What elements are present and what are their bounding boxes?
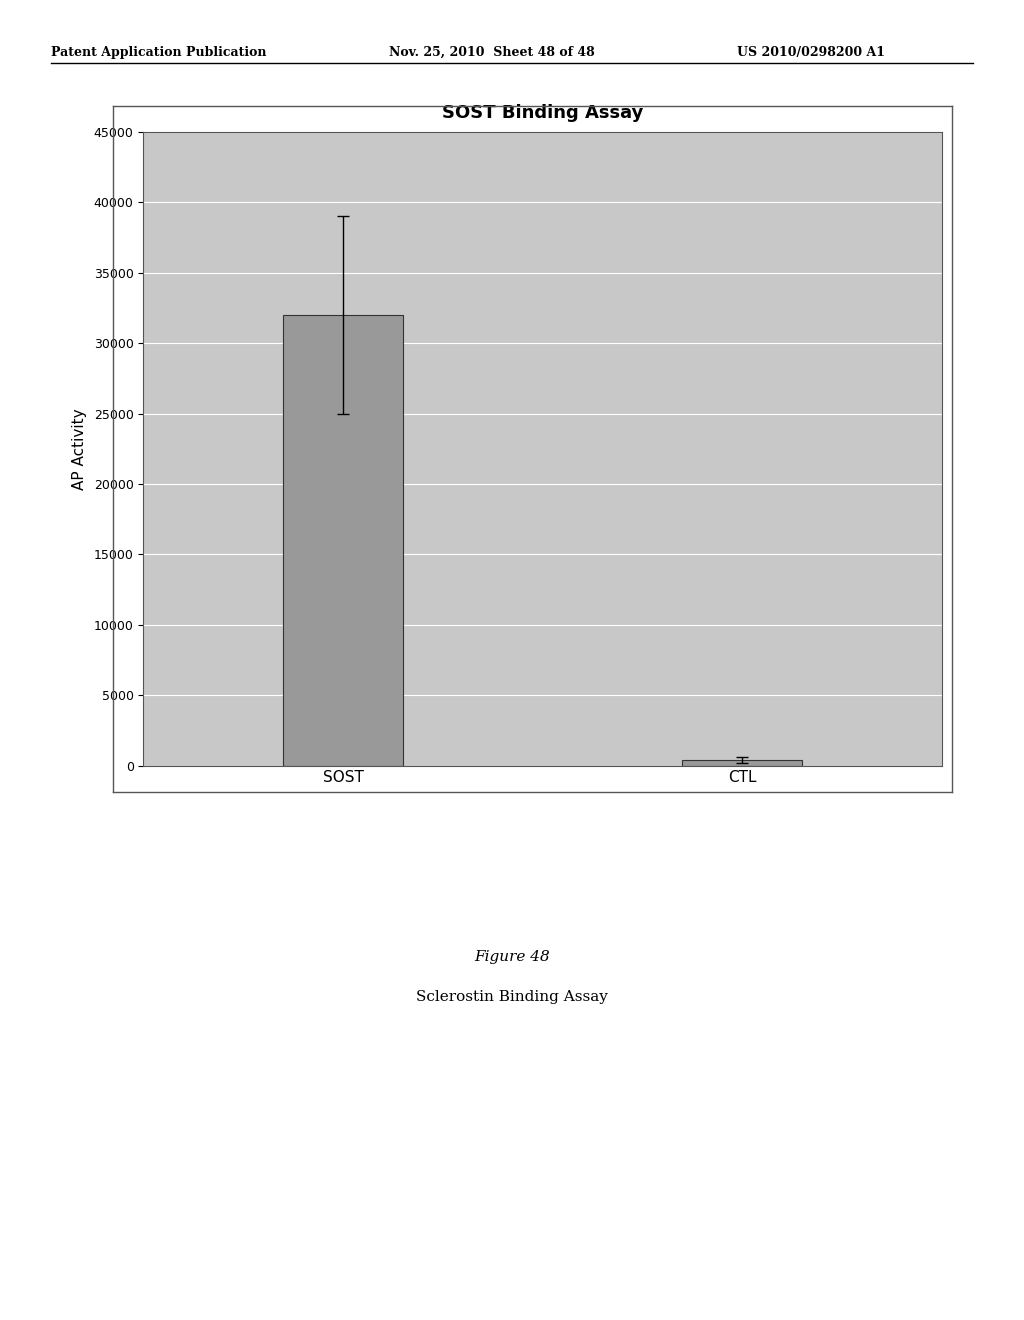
- Text: US 2010/0298200 A1: US 2010/0298200 A1: [737, 46, 886, 59]
- Bar: [683, 760, 803, 766]
- Text: Patent Application Publication: Patent Application Publication: [51, 46, 266, 59]
- Text: Figure 48: Figure 48: [474, 950, 550, 965]
- Text: Sclerostin Binding Assay: Sclerostin Binding Assay: [416, 990, 608, 1005]
- Y-axis label: AP Activity: AP Activity: [72, 408, 87, 490]
- Title: SOST Binding Assay: SOST Binding Assay: [442, 104, 643, 123]
- Bar: [283, 315, 402, 766]
- Text: Nov. 25, 2010  Sheet 48 of 48: Nov. 25, 2010 Sheet 48 of 48: [389, 46, 595, 59]
